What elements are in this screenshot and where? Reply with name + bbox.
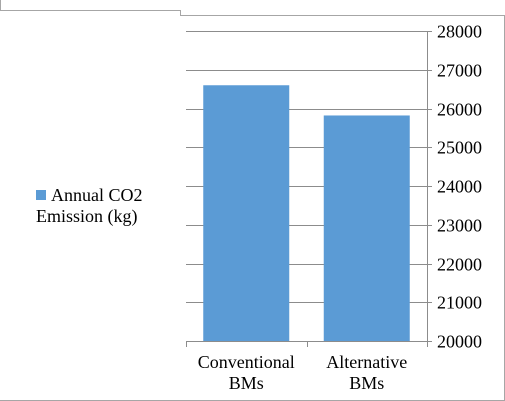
legend: Annual CO2 Emission (kg) [36,185,186,227]
legend-label-line-1: Annual CO2 [51,185,143,205]
y-tick-label: 20000 [437,332,482,352]
x-tick-label: Alternative BMs [326,352,407,393]
y-tick-label: 25000 [437,138,482,158]
x-tick-labels: Conventional BMs Alternative BMs [198,352,407,393]
y-tick-label: 21000 [437,293,482,313]
x-tick-label: Conventional BMs [198,352,295,393]
y-tick-label: 28000 [437,22,482,42]
y-tick-label: 23000 [437,216,482,236]
y-tick-labels: 20000 21000 22000 23000 24000 25000 26000 27000… [437,22,482,352]
axes [186,31,428,347]
y-tick-label: 22000 [437,255,482,275]
bar [323,115,410,341]
bars [203,85,410,341]
y-tick-label: 26000 [437,100,482,120]
y-tick-label: 24000 [437,177,482,197]
legend-line-2: Emission (kg) [36,206,138,226]
legend-swatch [36,190,46,200]
bar [203,85,290,341]
legend-line-1: Annual CO2 [36,185,186,206]
y-tick-label: 27000 [437,61,482,81]
